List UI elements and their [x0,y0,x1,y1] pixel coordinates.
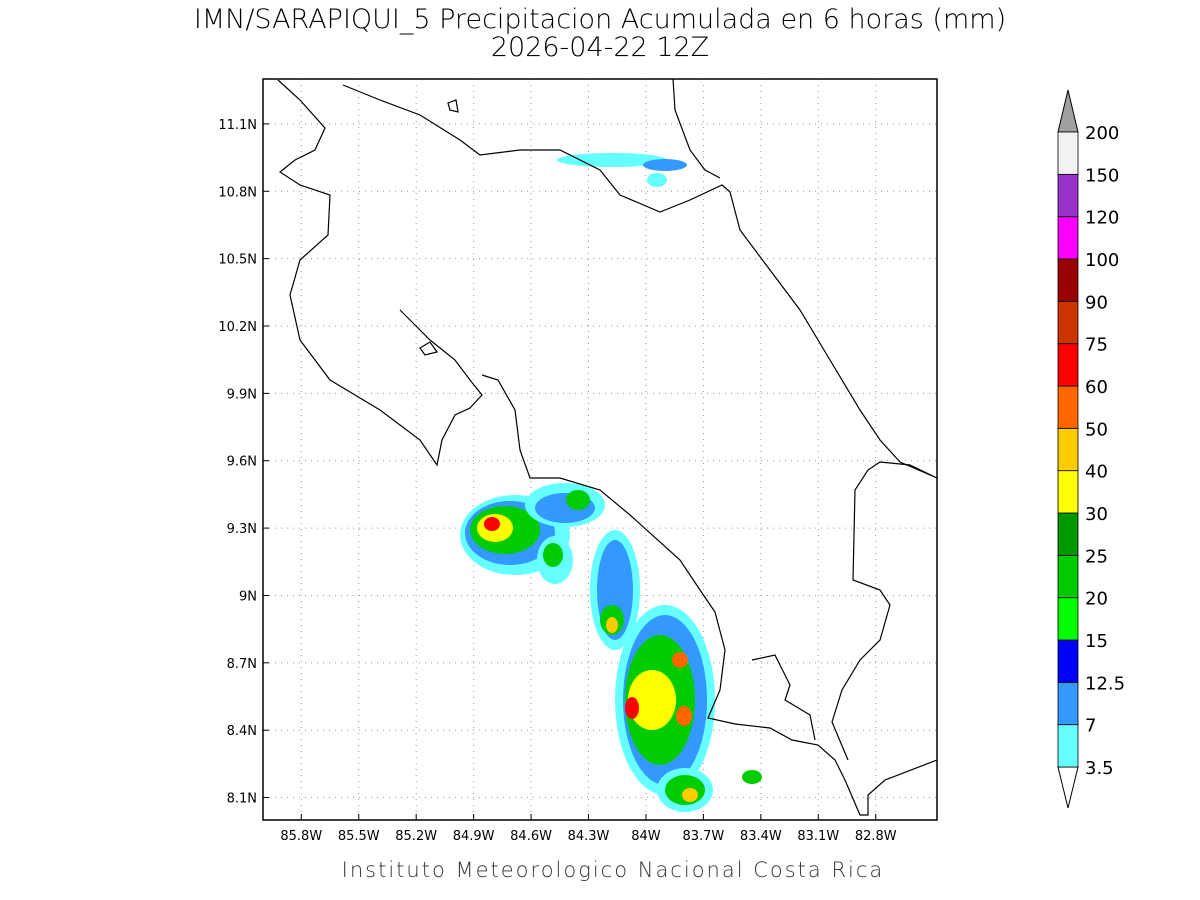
colorbar-label: 60 [1085,377,1108,398]
colorbar-label: 12.5 [1085,673,1125,694]
colorbar: 3.5 7 12.5 15 20 25 30 40 50 60 75 90 100 120 150 200 [1057,89,1125,809]
x-tick-label: 85.2W [395,829,437,844]
pacific-coast [277,79,483,467]
colorbar-label: 25 [1085,546,1108,567]
colorbar-label: 30 [1085,504,1108,525]
map-frame [262,78,938,821]
colorbar-label: 20 [1085,589,1108,610]
y-tick-label: 10.2N [218,320,257,335]
y-tick-label: 10.8N [218,185,257,200]
colorbar-box [1057,131,1079,175]
colorbar-box [1057,512,1079,556]
colorbar-box [1057,300,1079,345]
x-tick-label: 84.6W [510,829,552,844]
colorbar-label: 90 [1085,292,1108,313]
colorbar-label: 40 [1085,462,1108,483]
x-tick-label: 85.5W [338,829,380,844]
x-tick-label: 82.8W [855,829,897,844]
colorbar-label: 75 [1085,335,1108,356]
precip-blob [566,490,590,510]
y-tick-label: 9.6N [227,455,257,470]
precip-blob [484,517,500,531]
colorbar-box [1057,385,1079,429]
precip-blob [643,159,687,171]
coastlines [277,78,938,816]
subtitle: 2026-04-22 12Z [491,32,709,63]
colorbar-box [1057,597,1079,641]
colorbar-box [1057,216,1079,260]
colorbar-label: 50 [1085,419,1108,440]
precip-blob [676,706,692,726]
precip-blob [682,788,698,802]
colorbar-label: 200 [1085,123,1119,144]
x-tick-label: 84.3W [568,829,610,844]
border-south [831,461,938,761]
y-tick-label: 8.4N [227,724,257,739]
x-tick-label: 85.8W [280,829,322,844]
y-tick-label: 9.9N [227,387,257,402]
y-tick-label: 9.3N [227,522,257,537]
x-tick-label: 83.1W [797,829,839,844]
precip-blob [672,652,688,668]
osa-coast [751,654,816,741]
y-tick-label: 10.5N [218,253,257,268]
border-north [342,84,731,213]
y-tick-label: 8.7N [227,657,257,672]
precip-areas [460,153,762,812]
colorbar-box [1057,258,1079,302]
y-tick-label: 11.1N [218,118,257,133]
precip-blob [742,770,762,784]
colorbar-label: 3.5 [1085,758,1114,779]
y-tick-label: 9N [239,589,257,604]
precip-blob [606,617,618,633]
colorbar-box [1057,470,1079,514]
colorbar-label: 100 [1085,250,1119,271]
island [419,341,438,356]
colorbar-box [1057,343,1079,387]
x-tick-label: 83.4W [740,829,782,844]
colorbar-label: 120 [1085,208,1119,229]
colorbar-box [1057,427,1079,472]
title: IMN/SARAPIQUI_5 Precipitacion Acumulada … [194,4,1006,35]
nicaragua-coast [672,78,721,179]
colorbar-box [1057,681,1079,726]
colorbar-box [1057,724,1079,768]
x-tick-label: 83.7W [682,829,724,844]
colorbar-box [1057,639,1079,683]
precip-blob [543,543,563,567]
island [447,99,459,113]
y-tick-label: 8.1N [227,792,257,807]
caribbean-coast [729,191,938,479]
x-tick-label: 84.9W [453,829,495,844]
colorbar-label: 150 [1085,165,1119,186]
colorbar-box [1057,554,1079,599]
precip-blob [625,697,639,719]
precip-blob [557,153,667,167]
pacific-coast [481,374,938,816]
x-tick-label: 84W [631,829,661,844]
precip-blob [647,173,667,187]
precip-blob [628,670,676,730]
footer: Instituto Meteorologico Nacional Costa R… [342,858,885,882]
colorbar-label: 15 [1085,631,1108,652]
colorbar-label: 7 [1085,716,1096,737]
colorbar-box [1057,173,1079,218]
